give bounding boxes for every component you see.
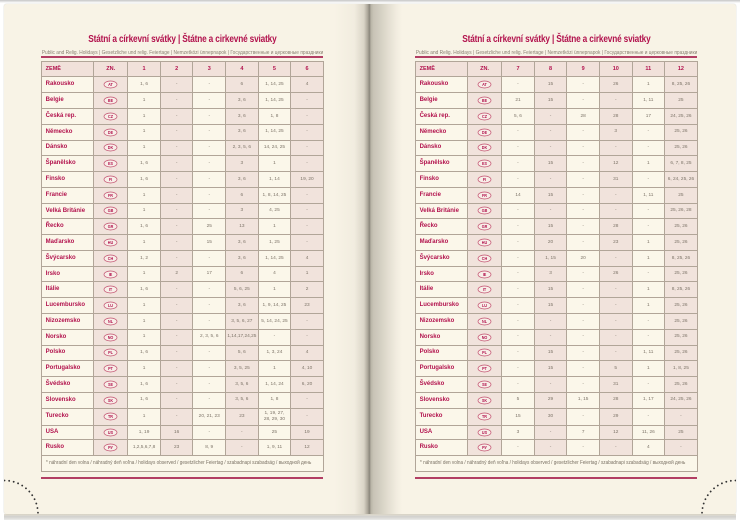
svg-text:NO: NO [482, 334, 488, 339]
svg-text:PL: PL [108, 350, 113, 355]
svg-text:DE: DE [108, 129, 113, 134]
svg-text:FI: FI [483, 177, 486, 182]
svg-text:DK: DK [482, 145, 487, 150]
svg-text:ES: ES [108, 161, 113, 166]
svg-text:BE: BE [108, 98, 113, 103]
svg-text:FR: FR [482, 192, 487, 197]
svg-text:ES: ES [482, 161, 487, 166]
svg-text:NL: NL [108, 319, 113, 324]
svg-text:SK: SK [108, 397, 113, 402]
svg-text:PL: PL [482, 350, 487, 355]
svg-text:CH: CH [482, 256, 487, 261]
svg-text:CZ: CZ [482, 114, 487, 119]
svg-text:FR: FR [108, 192, 113, 197]
svg-text:SE: SE [108, 382, 113, 387]
svg-text:PT: PT [482, 366, 487, 371]
svg-text:GB: GB [108, 208, 114, 213]
svg-text:IT: IT [109, 287, 113, 292]
svg-text:IT: IT [483, 287, 487, 292]
svg-text:CH: CH [108, 256, 113, 261]
svg-text:DE: DE [482, 129, 487, 134]
svg-text:LU: LU [482, 303, 487, 308]
svg-text:HU: HU [108, 240, 113, 245]
svg-text:IE: IE [483, 271, 487, 276]
svg-text:РУ: РУ [482, 445, 487, 450]
svg-text:SE: SE [482, 382, 487, 387]
svg-text:BE: BE [482, 98, 487, 103]
svg-text:GR: GR [482, 224, 488, 229]
svg-text:CZ: CZ [108, 114, 113, 119]
svg-text:DK: DK [108, 145, 113, 150]
svg-text:US: US [482, 430, 487, 435]
svg-text:PT: PT [108, 366, 113, 371]
svg-text:РУ: РУ [108, 445, 113, 450]
svg-text:LU: LU [108, 303, 113, 308]
svg-text:IE: IE [109, 271, 113, 276]
svg-text:AT: AT [108, 82, 113, 87]
svg-text:GR: GR [108, 224, 114, 229]
svg-text:FI: FI [109, 177, 112, 182]
svg-text:SK: SK [482, 397, 487, 402]
svg-text:HU: HU [482, 240, 487, 245]
svg-text:TR: TR [482, 414, 487, 419]
svg-text:GB: GB [482, 208, 488, 213]
svg-text:NL: NL [482, 319, 487, 324]
svg-text:US: US [108, 430, 113, 435]
svg-text:AT: AT [482, 82, 487, 87]
svg-text:TR: TR [108, 414, 113, 419]
svg-text:NO: NO [108, 334, 114, 339]
